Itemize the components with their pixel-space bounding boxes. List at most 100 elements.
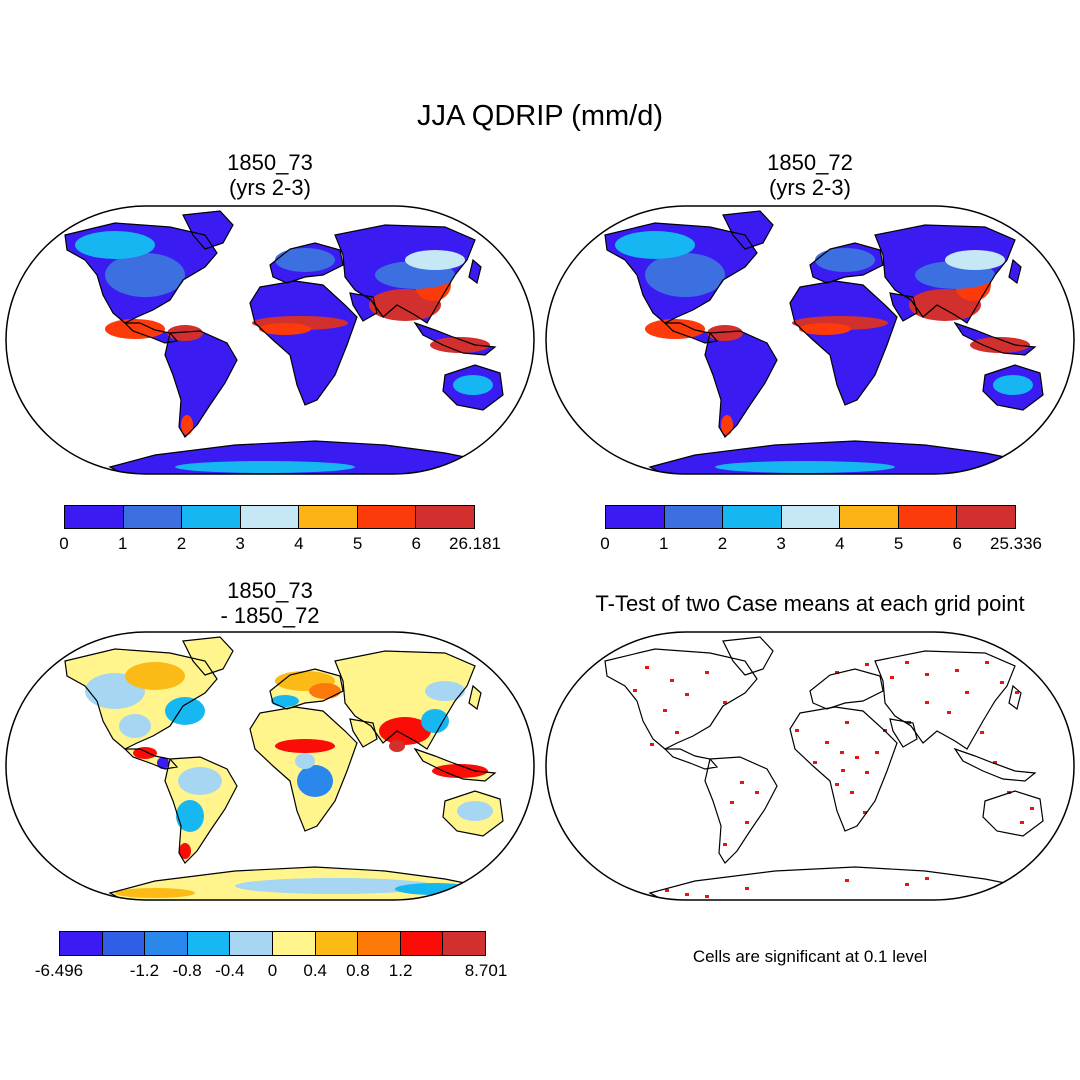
continent-europe <box>269 242 344 284</box>
continent-europe <box>810 669 883 709</box>
continent-africa <box>789 280 898 406</box>
continent-arabia <box>349 292 378 322</box>
precip-wet-zone <box>259 323 311 335</box>
difference-anomaly <box>425 681 465 701</box>
difference-anomaly <box>309 683 341 699</box>
difference-anomaly <box>178 767 222 795</box>
colorbar-tick-label: 25.336 <box>990 534 1042 553</box>
continent-centralAmerica <box>663 748 719 770</box>
continent-europe <box>809 668 884 710</box>
significant-cell <box>663 709 667 712</box>
colorbar-tick-label: 2 <box>176 534 187 553</box>
precip-moderate-zone <box>405 250 465 270</box>
significant-cell <box>1020 821 1024 824</box>
precip-moderate-zone <box>715 461 895 473</box>
colorbar-swatch <box>299 506 358 528</box>
precip-moderate-zone <box>993 375 1033 395</box>
continent-japan <box>468 258 482 285</box>
colorbar-swatch <box>664 506 724 528</box>
continent-centralAmerica <box>665 749 717 769</box>
significant-cell <box>965 691 969 694</box>
continent-greenland <box>722 210 774 250</box>
continent-centralAmerica <box>123 748 179 770</box>
difference-anomaly <box>395 883 475 895</box>
map-frame <box>5 631 535 901</box>
panel-title-top-right-line1: 1850_72 <box>767 150 853 175</box>
colorbar-bottom-left <box>59 931 486 956</box>
panel-title-bottom-left-line2: - 1850_72 <box>220 603 320 628</box>
colorbar-swatch <box>60 932 103 955</box>
colorbar-swatch <box>416 506 475 528</box>
difference-anomaly <box>271 695 299 707</box>
colorbar-swatch <box>723 506 782 528</box>
difference-anomaly <box>157 757 169 769</box>
colorbar-tick-label: 1 <box>658 534 669 553</box>
continent-southAmerica <box>705 757 777 863</box>
panel-title-bottom-right: T-Test of two Case means at each grid po… <box>595 591 1025 616</box>
continent-africa <box>249 280 358 406</box>
significant-cell <box>875 751 879 754</box>
precip-moderate-zone <box>615 231 695 259</box>
precip-moderate-zone <box>275 248 335 272</box>
colorbar-swatch <box>400 932 444 955</box>
significant-cell <box>841 769 845 772</box>
continent-southAmerica <box>704 756 778 864</box>
continent-seAsia <box>413 321 497 356</box>
significant-cell <box>835 783 839 786</box>
continent-africa <box>249 706 358 832</box>
precip-moderate-zone <box>75 231 155 259</box>
continent-southAmerica <box>165 331 237 437</box>
map-frame <box>545 631 1075 901</box>
continent-africa <box>790 281 897 405</box>
continent-australia <box>983 791 1043 836</box>
colorbar-swatch <box>898 506 958 528</box>
colorbar-swatch <box>123 506 183 528</box>
panel-title-bottom-left-line1: 1850_73 <box>227 578 313 603</box>
precip-wet-zone <box>430 337 490 353</box>
panel-title-top-left: 1850_73 (yrs 2-3) <box>120 150 420 200</box>
continent-antarctica <box>648 866 1027 900</box>
continent-seAsia <box>953 747 1037 782</box>
colorbar-tick-label: 5 <box>893 534 904 553</box>
difference-anomaly <box>389 740 405 752</box>
significant-cell <box>925 877 929 880</box>
continent-southAmerica <box>704 330 778 438</box>
colorbar-tick-label: 1 <box>117 534 128 553</box>
continent-greenland <box>182 210 234 250</box>
continent-northAmerica <box>604 648 758 750</box>
colorbar-swatch <box>240 506 300 528</box>
continent-antarctica <box>108 866 487 900</box>
continent-centralAmerica <box>123 322 179 344</box>
colorbar-tick-label: 3 <box>776 534 786 553</box>
difference-anomaly <box>421 709 449 733</box>
difference-anomaly <box>133 747 157 759</box>
continent-seAsia <box>953 321 1037 356</box>
precip-moderate-zone <box>945 250 1005 270</box>
colorbar-swatch <box>187 932 231 955</box>
colorbar-swatch <box>145 932 188 955</box>
colorbar-swatch <box>443 932 485 955</box>
difference-anomaly <box>115 888 195 898</box>
significant-cell <box>685 893 689 896</box>
continent-antarctica <box>648 440 1027 474</box>
precip-wet-zone <box>970 337 1030 353</box>
colorbar-swatch <box>315 932 359 955</box>
significant-cell <box>925 701 929 704</box>
colorbar-tick-label: 5 <box>352 534 363 553</box>
significant-cell <box>705 895 709 898</box>
colorbar-top-left <box>64 505 475 529</box>
panel-title-top-right-line2: (yrs 2-3) <box>769 175 851 200</box>
colorbar-swatch <box>102 932 146 955</box>
colorbar-swatch <box>358 932 401 955</box>
colorbar-swatch <box>230 932 273 955</box>
continent-europe <box>269 668 344 710</box>
colorbar-tick-label: 0 <box>59 534 69 553</box>
continent-seAsia <box>413 747 497 782</box>
colorbar-tick-label: 0.8 <box>346 961 370 980</box>
colorbar-tick-label: 0 <box>600 534 610 553</box>
continent-northAmerica <box>605 649 757 749</box>
continent-greenland <box>182 636 234 676</box>
map-top-right <box>545 205 1075 475</box>
panel-title-bottom-left: 1850_73 - 1850_72 <box>120 578 420 628</box>
significant-cell <box>685 693 689 696</box>
